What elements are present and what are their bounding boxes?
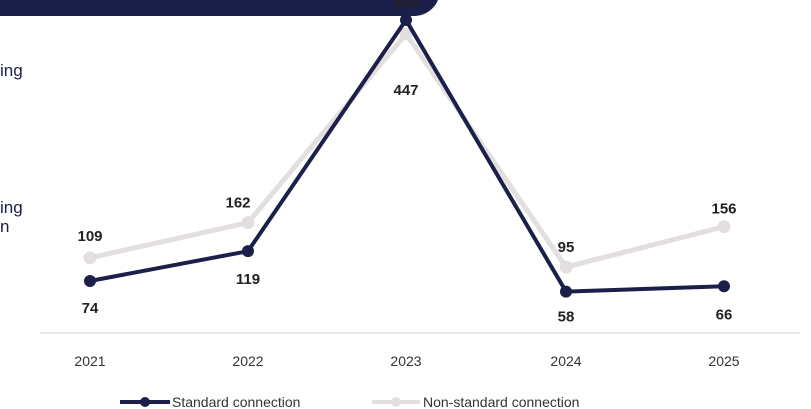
data-label-non-standard: 109 <box>77 228 102 245</box>
data-label-non-standard: 447 <box>393 82 418 99</box>
data-point-standard <box>560 285 572 298</box>
header-banner <box>0 0 440 16</box>
data-point-standard <box>242 245 254 258</box>
legend-marker-standard <box>140 397 150 407</box>
legend-label-standard: Standard connection <box>172 394 300 409</box>
data-label-standard: 58 <box>558 309 575 326</box>
x-tick-label: 2025 <box>708 353 739 369</box>
x-tick-label: 2023 <box>390 353 421 369</box>
data-point-non-standard <box>399 27 413 41</box>
data-point-standard <box>718 280 730 293</box>
data-point-non-standard <box>717 220 731 234</box>
data-label-standard: 468 <box>393 0 418 12</box>
data-point-non-standard <box>241 216 255 230</box>
side-text-fragment: ing <box>0 61 23 80</box>
data-label-non-standard: 162 <box>225 195 250 212</box>
data-point-non-standard <box>559 260 573 274</box>
x-tick-label: 2022 <box>232 353 263 369</box>
data-label-standard: 119 <box>236 271 260 288</box>
legend-marker-non-standard <box>391 397 401 407</box>
series-line-non-standard <box>87 31 727 270</box>
data-point-standard <box>84 274 96 287</box>
data-point-standard <box>400 13 412 26</box>
x-tick-label: 2024 <box>550 353 581 369</box>
data-label-standard: 74 <box>82 300 99 317</box>
side-text-fragment: ing <box>0 198 23 217</box>
data-label-standard: 66 <box>716 306 733 323</box>
x-tick-label: 2021 <box>74 353 105 369</box>
data-label-non-standard: 156 <box>711 201 736 218</box>
side-text-fragment: n <box>0 217 10 236</box>
data-label-non-standard: 95 <box>558 239 575 256</box>
legend-label-non-standard: Non-standard connection <box>423 394 579 409</box>
data-point-non-standard <box>83 251 97 265</box>
